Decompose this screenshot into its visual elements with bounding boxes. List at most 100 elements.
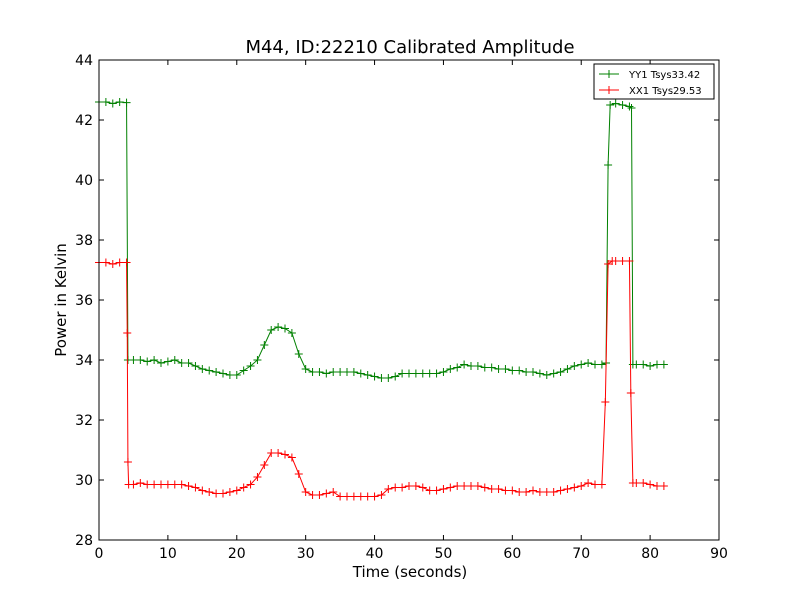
x-tick-label: 90 [710, 546, 728, 562]
data-point [232, 371, 241, 379]
data-point [522, 488, 531, 496]
data-point [315, 368, 324, 376]
data-point [508, 486, 517, 495]
data-point [239, 366, 248, 375]
y-tick-label: 44 [75, 53, 93, 69]
y-tick-label: 38 [75, 233, 93, 249]
data-point [542, 488, 551, 496]
data-point [349, 368, 358, 376]
data-point [246, 362, 255, 370]
data-point [198, 365, 207, 373]
data-point [453, 363, 462, 372]
data-point [653, 482, 661, 490]
data-point [101, 258, 110, 267]
data-point [460, 360, 469, 369]
data-point [522, 368, 531, 376]
data-point [101, 98, 110, 106]
x-tick-label: 60 [503, 546, 521, 562]
legend-marker [605, 70, 613, 78]
data-point [281, 324, 289, 333]
data-point [267, 326, 276, 334]
data-point [384, 374, 393, 382]
data-point [439, 368, 448, 376]
data-point [349, 492, 358, 501]
data-point [391, 372, 400, 381]
data-point [611, 99, 620, 108]
data-point [646, 362, 655, 370]
data-point [370, 372, 379, 381]
data-point [405, 369, 413, 378]
data-point [570, 483, 579, 492]
data-point [157, 359, 165, 367]
data-point [467, 362, 475, 370]
series-1 [95, 257, 668, 501]
data-point [184, 359, 193, 367]
data-point [501, 486, 510, 495]
data-point [343, 368, 351, 376]
data-point [411, 369, 420, 378]
data-point [287, 453, 296, 462]
data-point [363, 492, 372, 501]
data-point [501, 365, 510, 373]
data-point [336, 492, 345, 501]
x-tick-label: 0 [95, 546, 104, 562]
data-point [122, 258, 131, 267]
data-point [260, 461, 269, 469]
data-point [604, 161, 613, 169]
data-point [170, 356, 179, 364]
data-point [515, 488, 524, 496]
data-point [597, 480, 606, 489]
data-point [294, 350, 303, 358]
y-tick-label: 32 [75, 413, 93, 429]
data-point [281, 450, 289, 459]
data-point [535, 488, 544, 496]
data-point [377, 374, 386, 382]
data-point [170, 480, 179, 489]
data-point [329, 368, 338, 376]
series-0 [95, 98, 668, 382]
data-point [425, 486, 434, 495]
data-point [191, 483, 200, 492]
data-point [480, 483, 489, 492]
data-point [150, 480, 159, 489]
axes: 0 10 20 30 40 50 60 70 80 90 28 30 32 34 36 38 40 42 44 [75, 53, 728, 562]
series-line [99, 101, 664, 379]
data-point [659, 360, 668, 369]
x-axis-label: Time (seconds) [352, 563, 468, 581]
data-point [625, 257, 634, 265]
data-point [287, 329, 296, 337]
data-point [163, 480, 172, 489]
y-axis-label: Power in Kelvin [52, 243, 70, 357]
data-point [405, 482, 413, 490]
data-point [577, 482, 586, 490]
data-point [308, 368, 317, 376]
data-point [308, 491, 317, 499]
data-point [219, 489, 227, 498]
data-point [584, 359, 593, 367]
data-point [473, 482, 482, 490]
data-point [267, 449, 276, 457]
data-point [136, 356, 145, 364]
data-point [225, 371, 234, 379]
data-point [480, 363, 489, 372]
data-point [363, 371, 372, 379]
data-point [212, 368, 221, 376]
data-point [418, 369, 427, 378]
data-point [163, 357, 172, 366]
data-point [460, 482, 469, 490]
data-point [377, 491, 386, 499]
x-tick-label: 50 [435, 546, 453, 562]
data-point [322, 489, 331, 498]
data-point [177, 359, 186, 367]
data-point [556, 368, 565, 376]
data-point [604, 260, 613, 268]
data-point [494, 365, 503, 373]
y-tick-label: 34 [75, 353, 93, 369]
x-tick-label: 30 [297, 546, 315, 562]
data-point [322, 369, 331, 378]
y-tick-label: 28 [75, 533, 93, 549]
data-point [487, 485, 496, 493]
data-point [301, 365, 310, 373]
data-point [129, 356, 138, 364]
data-point [659, 482, 668, 490]
